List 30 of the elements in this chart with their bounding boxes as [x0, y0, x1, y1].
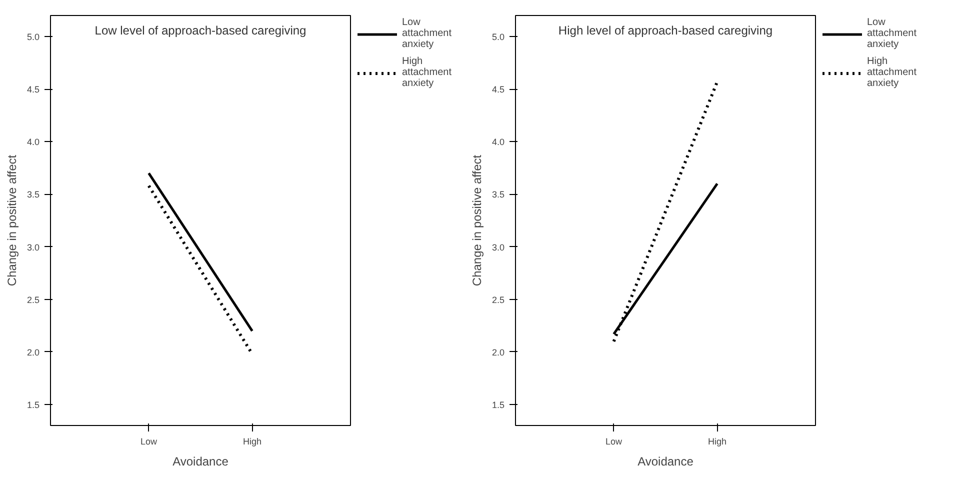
x-tick-label: High [242, 436, 262, 446]
y-tick-label: 4.5 [492, 84, 505, 95]
y-tick-label: 4.0 [492, 137, 505, 148]
x-tick-label: Low [140, 436, 158, 446]
y-tick-label: 2.5 [492, 294, 505, 305]
x-tick-label: High [708, 436, 726, 446]
legend-label: Low attachment anxiety [402, 17, 452, 50]
y-tick-label: 2.0 [492, 347, 505, 358]
y-tick-label: 2.5 [26, 294, 40, 305]
x-axis-title: Avoidance [172, 454, 229, 468]
y-axis-title: Change in positive affect [470, 154, 484, 286]
y-tick-label: 3.0 [26, 242, 40, 252]
legend-label: High attachment anxiety [867, 56, 916, 89]
y-tick-label: 5.0 [26, 32, 40, 42]
legend-label: Low attachment anxiety [867, 17, 916, 50]
y-axis-title: Change in positive affect [4, 154, 19, 286]
y-tick-label: 4.5 [26, 84, 40, 95]
y-tick-label: 3.0 [492, 242, 505, 252]
y-tick-label: 1.5 [492, 400, 505, 410]
x-tick-label: Low [606, 436, 623, 446]
y-tick-label: 2.0 [26, 347, 40, 358]
text: Low level of approach-based caregiving [94, 24, 306, 38]
y-tick-label: 3.5 [26, 190, 40, 200]
y-tick-label: 5.0 [492, 32, 505, 42]
x-axis-title: Avoidance [638, 454, 694, 468]
text: High level of approach-based caregiving [558, 24, 773, 38]
y-tick-label: 3.5 [492, 190, 505, 200]
y-tick-label: 1.5 [26, 400, 40, 410]
legend-label: High attachment anxiety [402, 56, 452, 89]
y-tick-label: 4.0 [26, 137, 40, 148]
